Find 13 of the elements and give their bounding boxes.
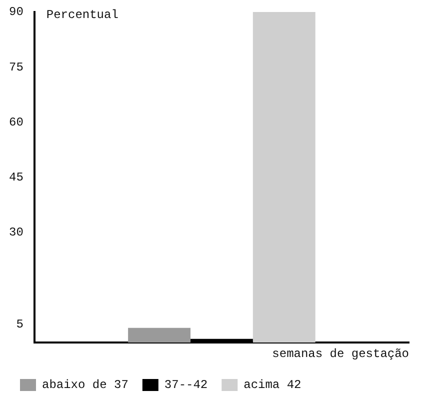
y-tick-label: 30 [8, 226, 24, 240]
legend-label: abaixo de 37 [42, 378, 128, 392]
bar [128, 328, 190, 343]
x-axis-title: semanas de gestação [272, 346, 409, 361]
legend-label: acima 42 [244, 378, 302, 392]
bar [252, 12, 316, 343]
legend-label: 37--42 [164, 378, 208, 392]
y-tick-label: 75 [8, 60, 24, 74]
y-tick-label: 90 [8, 5, 24, 20]
y-axis-title: Percentual [46, 8, 118, 22]
y-tick-label: 5 [16, 317, 24, 332]
y-tick-label: 60 [8, 115, 24, 130]
y-tick-label: 45 [8, 170, 24, 184]
